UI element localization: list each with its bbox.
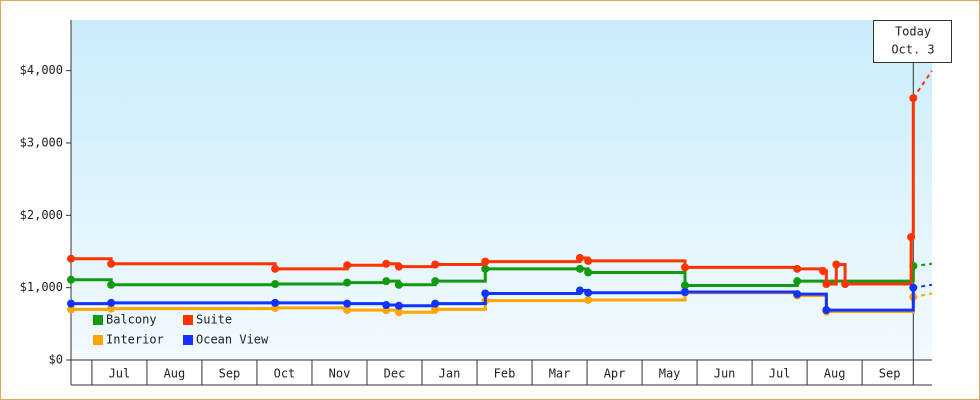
x-tick-label: Sep bbox=[879, 367, 901, 381]
point bbox=[271, 264, 280, 273]
y-tick-label: $2,000 bbox=[20, 208, 63, 222]
y-tick-label: $4,000 bbox=[20, 63, 63, 77]
point bbox=[832, 260, 841, 269]
point bbox=[575, 254, 584, 262]
point bbox=[343, 306, 352, 315]
point bbox=[382, 301, 391, 310]
point bbox=[67, 275, 75, 284]
x-tick-label: Aug bbox=[824, 367, 846, 381]
x-tick-label: Aug bbox=[164, 367, 186, 381]
point bbox=[822, 280, 831, 289]
x-tick-label: May bbox=[659, 367, 681, 381]
x-tick-label: Jun bbox=[714, 367, 736, 381]
point bbox=[107, 298, 116, 307]
x-tick-label: Jul bbox=[769, 367, 791, 381]
point bbox=[67, 305, 75, 314]
forecast-line bbox=[913, 262, 933, 267]
point bbox=[67, 254, 75, 263]
point bbox=[793, 277, 802, 286]
forecast-line bbox=[912, 70, 933, 99]
point bbox=[680, 288, 689, 296]
today-date: Oct. 3 bbox=[891, 43, 934, 57]
point bbox=[793, 264, 802, 273]
today-label: Today bbox=[895, 25, 931, 39]
x-tick-label: Mar bbox=[549, 367, 571, 381]
point bbox=[382, 277, 391, 286]
point bbox=[822, 306, 831, 315]
y-tick-label: $3,000 bbox=[20, 135, 63, 149]
point bbox=[107, 304, 116, 313]
point bbox=[431, 299, 440, 308]
y-tick-label: $1,000 bbox=[20, 280, 63, 294]
point bbox=[343, 261, 352, 270]
point bbox=[431, 277, 440, 286]
point bbox=[793, 290, 802, 299]
x-tick-label: Nov bbox=[329, 367, 351, 381]
point bbox=[907, 233, 916, 242]
point bbox=[394, 301, 403, 310]
legend-label: Interior bbox=[106, 333, 164, 347]
point bbox=[680, 281, 689, 290]
legend-swatch bbox=[93, 315, 103, 325]
point bbox=[271, 298, 280, 307]
point bbox=[343, 299, 352, 308]
legend-label: Suite bbox=[196, 313, 232, 327]
legend-label: Balcony bbox=[106, 313, 157, 327]
point bbox=[819, 267, 828, 276]
point bbox=[431, 260, 440, 269]
point bbox=[431, 305, 440, 314]
legend-swatch bbox=[93, 335, 103, 345]
point bbox=[575, 286, 584, 295]
legend-swatch bbox=[183, 315, 193, 325]
point bbox=[481, 264, 490, 273]
point bbox=[107, 280, 116, 289]
point bbox=[584, 268, 593, 277]
x-tick-label: Jul bbox=[109, 367, 131, 381]
point bbox=[584, 256, 593, 265]
point bbox=[575, 264, 584, 273]
x-tick-label: Apr bbox=[604, 367, 626, 381]
legend-label: Ocean View bbox=[196, 333, 269, 347]
forecast-line bbox=[913, 292, 933, 299]
legend-swatch bbox=[183, 335, 193, 345]
x-tick-label: Oct bbox=[274, 367, 296, 381]
today-box bbox=[873, 20, 952, 63]
point bbox=[394, 308, 403, 317]
x-tick-label: Feb bbox=[494, 367, 516, 381]
point bbox=[481, 257, 490, 266]
forecast-line bbox=[913, 283, 933, 289]
x-tick-label: Dec bbox=[384, 367, 406, 381]
point bbox=[841, 280, 850, 289]
point bbox=[394, 280, 403, 289]
point bbox=[107, 259, 116, 268]
point bbox=[382, 259, 391, 268]
point bbox=[680, 263, 689, 272]
x-tick-label: Sep bbox=[219, 367, 241, 381]
point bbox=[394, 262, 403, 271]
point bbox=[584, 288, 593, 297]
point bbox=[343, 278, 352, 287]
point bbox=[271, 280, 280, 289]
x-tick-label: Jan bbox=[439, 367, 461, 381]
point bbox=[67, 299, 75, 308]
point bbox=[481, 289, 490, 298]
point bbox=[584, 295, 593, 304]
y-tick-label: $0 bbox=[49, 353, 63, 367]
